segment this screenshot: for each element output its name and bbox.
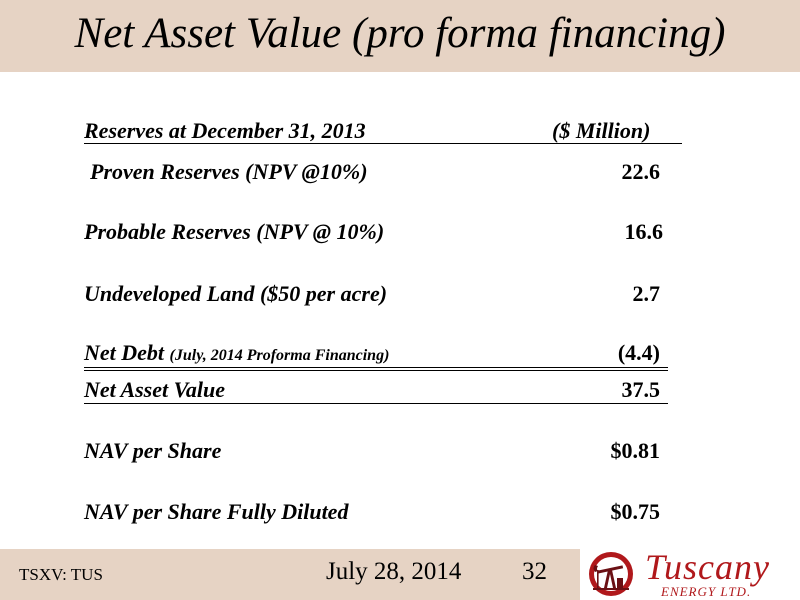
row-proven-label: Proven Reserves (NPV @10%) [90,159,368,184]
row-land-value: 2.7 [632,281,661,306]
net-debt-underline-2 [84,370,668,371]
row-probable-value: 16.6 [624,219,664,244]
table-header-label: Reserves at December 31, 2013 [84,118,366,143]
net-debt-underline [84,367,668,368]
logo-subtitle: ENERGY LTD. [661,584,752,599]
footer-ticker: TSXV: TUS [19,565,103,584]
row-nav-share-value: $0.81 [610,438,661,463]
nav-underline [84,403,668,404]
row-net-debt-value: (4.4) [617,340,660,365]
row-probable-label: Probable Reserves (NPV @ 10%) [84,219,385,244]
pumpjack-icon [589,552,633,596]
header-underline [84,143,682,144]
logo-name: Tuscany [645,547,771,587]
row-net-debt-label: Net Debt [84,340,165,365]
footer-band [0,549,580,600]
row-land-label: Undeveloped Land ($50 per acre) [84,281,388,306]
row-nav-label: Net Asset Value [84,377,225,402]
table-header-unit: ($ Million) [552,118,651,143]
row-nav-share-label: NAV per Share [84,438,222,463]
slide-title: Net Asset Value (pro forma financing) [74,10,726,57]
row-proven-value: 22.6 [621,159,661,184]
row-nav-value: 37.5 [621,377,661,402]
company-logo: Tuscany ENERGY LTD. [583,547,793,599]
row-nav-diluted-value: $0.75 [610,499,661,524]
row-net-debt-note: (July, 2014 Proforma Financing) [169,347,390,364]
footer-page-number: 32 [522,558,547,585]
title-band [0,0,800,72]
footer-date: July 28, 2014 [326,558,462,585]
row-net-debt: Net Debt (July, 2014 Proforma Financing) [84,340,389,369]
row-nav-diluted-label: NAV per Share Fully Diluted [84,499,349,524]
